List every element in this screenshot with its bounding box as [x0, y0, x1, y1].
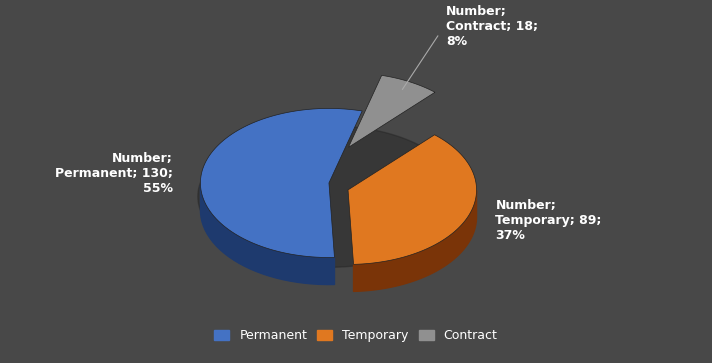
Polygon shape	[198, 126, 460, 267]
Polygon shape	[201, 186, 335, 285]
Polygon shape	[354, 191, 476, 291]
Polygon shape	[348, 76, 435, 147]
Text: Number;
Permanent; 130;
55%: Number; Permanent; 130; 55%	[56, 151, 173, 195]
Legend: Permanent, Temporary, Contract: Permanent, Temporary, Contract	[211, 325, 501, 346]
Text: Number;
Temporary; 89;
37%: Number; Temporary; 89; 37%	[496, 199, 602, 242]
Polygon shape	[201, 109, 362, 257]
Text: Number;
Contract; 18;
8%: Number; Contract; 18; 8%	[446, 5, 538, 48]
Polygon shape	[348, 135, 476, 264]
